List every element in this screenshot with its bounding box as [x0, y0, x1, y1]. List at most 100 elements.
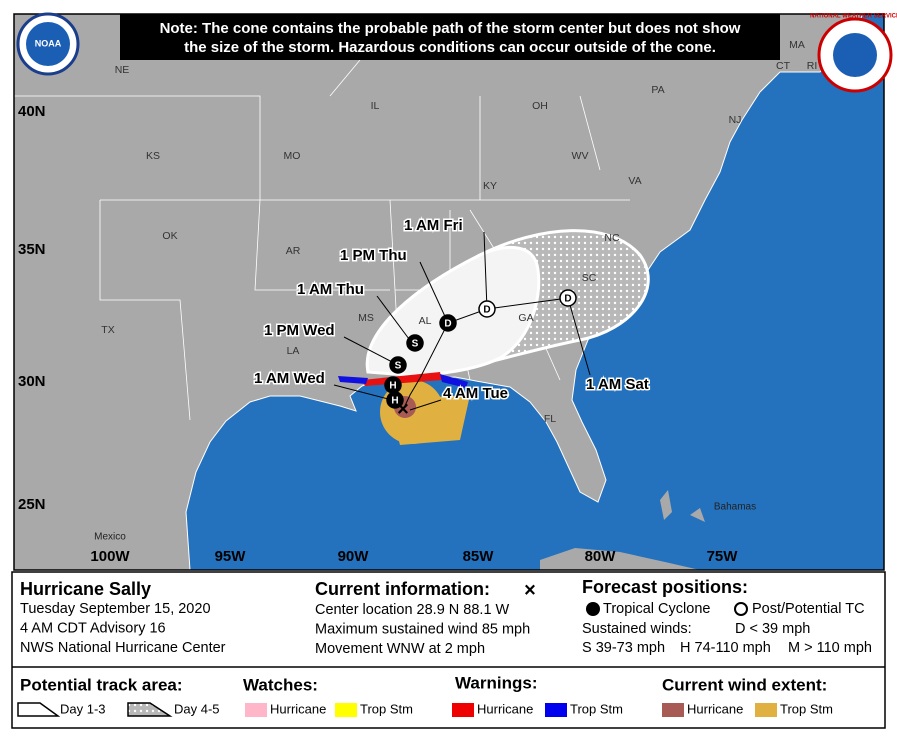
legend-item: Trop Stm: [360, 701, 413, 716]
forecast-marker: [384, 376, 402, 394]
forecast-legend: M > 110 mph: [788, 640, 872, 656]
lat-label: 30N: [18, 373, 46, 390]
region-label: OK: [162, 230, 177, 242]
leader-line: [483, 231, 488, 310]
lon-label: 95W: [215, 548, 247, 565]
storm-info: 4 AM CDT Advisory 16: [20, 620, 166, 636]
forecast-legend: Post/Potential TC: [752, 601, 865, 617]
forecast-marker: [439, 314, 457, 332]
region-label: CT: [776, 60, 791, 72]
lat-label: 25N: [18, 496, 46, 513]
legend-marker: [734, 602, 748, 616]
forecast-marker: [478, 300, 496, 318]
lon-label: 100W: [90, 548, 130, 565]
current-info: Maximum sustained wind 85 mph: [315, 621, 530, 637]
region-label: NE: [115, 64, 130, 76]
marker-letter: H: [391, 396, 398, 407]
legend-swatch: [452, 703, 474, 717]
hurricane-warning: [362, 372, 442, 386]
note-line: Note: The cone contains the probable pat…: [160, 20, 741, 37]
leader-line: [409, 399, 442, 411]
leader-line: [343, 336, 397, 365]
legend-item: Trop Stm: [570, 701, 623, 716]
storm-info: NWS National Hurricane Center: [20, 640, 226, 656]
marker-letter: H: [389, 381, 396, 392]
logo-text: NOAA: [35, 38, 62, 48]
current-position: ×: [397, 398, 409, 420]
bahamas: [660, 490, 705, 522]
legend-swatch: [662, 703, 684, 717]
note-box: [120, 14, 780, 60]
forecast-time: 1 PM Thu: [340, 247, 407, 264]
region-label: MS: [358, 312, 374, 324]
region-label: Bahamas: [714, 502, 756, 513]
region-label: MA: [789, 39, 805, 51]
legend-item: Trop Stm: [780, 701, 833, 716]
legend-item: Hurricane: [477, 701, 533, 716]
legend-swatch: [755, 703, 777, 717]
forecast-marker: [406, 334, 424, 352]
track-line: [402, 297, 569, 411]
forecast-time: 1 AM Thu: [297, 281, 364, 298]
forecast-legend: S 39-73 mph: [582, 640, 665, 656]
info-panel: [11, 571, 886, 729]
leader-line: [419, 261, 449, 324]
region-label: Mexico: [94, 532, 126, 543]
lon-label: 90W: [338, 548, 370, 565]
legend-title: Potential track area:: [20, 675, 183, 694]
logo-text: NATIONAL WEATHER SERVICE: [810, 14, 897, 20]
legend-swatch: [335, 703, 357, 717]
region-label: AR: [286, 245, 301, 257]
forecast-marker: [559, 289, 577, 307]
map: [14, 14, 884, 570]
storm-name: Hurricane Sally: [20, 579, 151, 599]
forecast-time: 1 AM Fri: [404, 217, 463, 234]
region-label: VA: [628, 175, 641, 187]
legend-item: Day 1-3: [60, 701, 106, 716]
region-label: GA: [518, 312, 533, 324]
legend-item: Hurricane: [270, 701, 326, 716]
marker-letter: D: [444, 319, 451, 330]
region-label: FL: [544, 413, 556, 425]
region-label: SC: [582, 272, 597, 284]
lon-label: 75W: [707, 548, 739, 565]
marker-letter: D: [564, 294, 571, 305]
leader-line: [376, 295, 413, 344]
forecast-legend: Tropical Cyclone: [603, 601, 710, 617]
leader-line: [567, 297, 591, 376]
lon-label: 80W: [585, 548, 617, 565]
marker-letter: S: [412, 339, 419, 350]
region-label: KY: [483, 180, 497, 192]
forecast-legend: H 74-110 mph: [680, 640, 771, 656]
leader-line: [333, 384, 393, 401]
region-label: MO: [284, 150, 301, 162]
forecast-time: 1 AM Wed: [254, 370, 325, 387]
noaa-logo: [26, 22, 70, 66]
forecast-time: 1 PM Wed: [264, 322, 335, 339]
legend-title: Warnings:: [455, 673, 537, 692]
marker-letter: D: [483, 305, 490, 316]
current-symbol: ×: [524, 579, 536, 601]
region-label: PA: [651, 84, 664, 96]
forecast-marker: [389, 356, 407, 374]
region-label: NC: [604, 232, 620, 244]
lat-label: 35N: [18, 241, 46, 258]
legend-swatch: [545, 703, 567, 717]
legend-item: Day 4-5: [174, 701, 220, 716]
legend-title: Current wind extent:: [662, 675, 827, 694]
region-label: OH: [532, 100, 548, 112]
current-title: Current information:: [315, 579, 490, 599]
region-label: RI: [807, 60, 818, 72]
current-info: Movement WNW at 2 mph: [315, 641, 485, 657]
region-label: LA: [287, 345, 300, 357]
cuba: [540, 548, 700, 570]
region-label: NJ: [729, 114, 742, 126]
legend-cone: [127, 702, 173, 717]
legend-item: Hurricane: [687, 701, 743, 716]
region-label: IL: [371, 100, 380, 112]
lat-label: 40N: [18, 103, 46, 120]
trop-storm-warning: [338, 374, 468, 388]
current-info: Center location 28.9 N 88.1 W: [315, 602, 510, 618]
